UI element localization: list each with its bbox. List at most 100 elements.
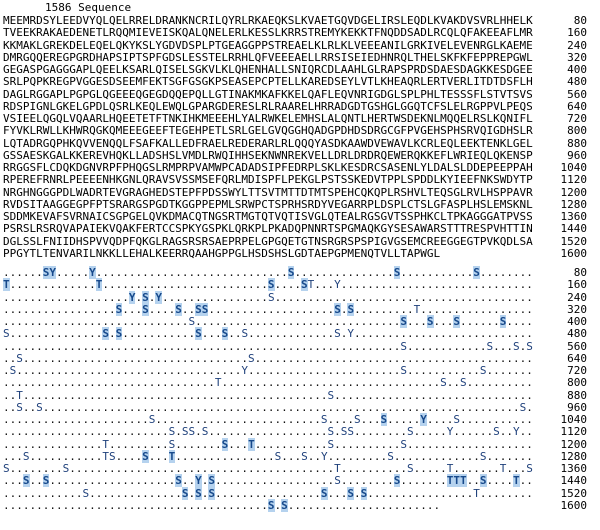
phospho-site[interactable]: S bbox=[320, 413, 328, 426]
phospho-site-highlighted[interactable]: S bbox=[175, 474, 182, 488]
phospho-site[interactable]: T bbox=[307, 278, 315, 292]
phospho-site[interactable]: S bbox=[486, 339, 494, 353]
phospho-site[interactable]: S bbox=[526, 462, 533, 475]
phospho-site-highlighted[interactable]: S bbox=[267, 498, 275, 512]
phospho-site-highlighted[interactable]: T bbox=[95, 278, 103, 292]
phospho-site-highlighted[interactable]: Y bbox=[89, 266, 96, 279]
phospho-site[interactable]: S bbox=[241, 327, 249, 341]
phospho-site-highlighted[interactable]: T bbox=[446, 474, 454, 488]
phospho-site-highlighted[interactable]: S bbox=[208, 486, 215, 500]
phospho-site-highlighted[interactable]: S bbox=[453, 315, 460, 328]
phospho-site[interactable]: S bbox=[248, 351, 255, 365]
phospho-site-highlighted[interactable]: T bbox=[168, 449, 176, 463]
phospho-site-highlighted[interactable]: Y bbox=[195, 474, 202, 488]
phospho-site[interactable]: S bbox=[62, 462, 70, 475]
phospho-site-highlighted[interactable]: S bbox=[499, 315, 507, 328]
phospho-site[interactable]: S bbox=[387, 449, 394, 463]
phospho-site-highlighted[interactable]: S bbox=[221, 327, 229, 341]
phospho-site[interactable]: S bbox=[347, 425, 355, 439]
phospho-site[interactable]: S bbox=[181, 425, 189, 439]
phospho-site[interactable]: T bbox=[102, 437, 109, 451]
phospho-site-highlighted[interactable]: S bbox=[479, 474, 487, 488]
phospho-site-highlighted[interactable]: S bbox=[360, 486, 368, 500]
phospho-site-highlighted[interactable]: Y bbox=[155, 290, 162, 304]
phospho-site[interactable]: S bbox=[400, 437, 408, 451]
phospho-site[interactable]: T bbox=[446, 462, 454, 475]
phospho-site-highlighted[interactable]: S bbox=[195, 327, 202, 341]
phospho-site-highlighted[interactable]: T bbox=[248, 437, 255, 451]
phospho-site[interactable]: S bbox=[453, 413, 461, 426]
phospho-site[interactable]: S bbox=[407, 462, 414, 475]
phospho-site-highlighted[interactable]: S bbox=[142, 290, 149, 304]
phospho-site[interactable]: S bbox=[16, 351, 23, 365]
phospho-site-highlighted[interactable]: S bbox=[142, 302, 149, 316]
phospho-site[interactable]: S bbox=[400, 364, 407, 377]
phospho-site[interactable]: S bbox=[519, 400, 527, 414]
phospho-site[interactable]: S bbox=[512, 339, 520, 353]
phospho-site[interactable]: S bbox=[301, 449, 308, 463]
phospho-site[interactable]: S bbox=[108, 449, 116, 463]
phospho-site-highlighted[interactable]: S bbox=[102, 327, 109, 341]
phospho-site[interactable]: S bbox=[459, 376, 467, 390]
phospho-site-highlighted[interactable]: Y bbox=[420, 413, 427, 426]
phospho-site[interactable]: S bbox=[327, 388, 335, 402]
phospho-site[interactable]: T bbox=[473, 486, 480, 500]
phospho-site[interactable]: T bbox=[16, 388, 23, 402]
phospho-site[interactable]: S bbox=[36, 400, 43, 414]
phospho-site-highlighted[interactable]: Y bbox=[49, 266, 56, 279]
phospho-site-highlighted[interactable]: S bbox=[115, 302, 123, 316]
phospho-site-highlighted[interactable]: S bbox=[115, 327, 123, 341]
phospho-site[interactable]: T bbox=[214, 376, 222, 390]
phospho-site[interactable]: S bbox=[407, 425, 414, 439]
phospho-site[interactable]: T bbox=[499, 462, 507, 475]
phospho-site-highlighted[interactable]: S bbox=[287, 266, 295, 279]
phospho-site[interactable]: S bbox=[334, 474, 341, 488]
phospho-site-highlighted[interactable]: T bbox=[513, 474, 520, 488]
phospho-site[interactable]: S bbox=[168, 437, 176, 451]
phospho-site[interactable]: S bbox=[440, 376, 447, 390]
phospho-site-highlighted[interactable]: S bbox=[393, 266, 401, 279]
phospho-site[interactable]: S bbox=[168, 425, 176, 439]
phospho-site[interactable]: T bbox=[334, 462, 341, 475]
phospho-site[interactable]: S bbox=[201, 425, 209, 439]
phospho-site-highlighted[interactable]: S bbox=[347, 302, 355, 316]
phospho-site[interactable]: Y bbox=[347, 327, 355, 341]
phospho-site[interactable]: T bbox=[102, 449, 109, 463]
phospho-site[interactable]: S bbox=[274, 449, 282, 463]
phospho-site-highlighted[interactable]: S bbox=[334, 302, 341, 316]
phospho-site[interactable]: S bbox=[327, 437, 335, 451]
phospho-site[interactable]: T bbox=[413, 302, 421, 316]
phospho-site-highlighted[interactable]: S bbox=[400, 315, 407, 328]
phospho-site-highlighted[interactable]: S bbox=[393, 474, 401, 488]
phospho-site[interactable]: S bbox=[354, 413, 361, 426]
phospho-site-highlighted[interactable]: S bbox=[208, 474, 215, 488]
phospho-site[interactable]: S bbox=[493, 425, 500, 439]
phospho-site[interactable]: Y bbox=[513, 425, 520, 439]
phospho-site[interactable]: Y bbox=[320, 449, 328, 463]
phospho-site[interactable]: S bbox=[148, 413, 156, 426]
phospho-site[interactable]: S bbox=[82, 486, 90, 500]
phospho-site-highlighted[interactable]: S bbox=[201, 302, 209, 316]
phospho-site-highlighted[interactable]: S bbox=[42, 266, 50, 279]
phospho-site[interactable]: Y bbox=[241, 364, 249, 377]
phospho-site-highlighted[interactable]: S bbox=[175, 302, 182, 316]
phospho-site-highlighted[interactable]: T bbox=[453, 474, 461, 488]
phospho-site-highlighted[interactable]: S bbox=[267, 278, 275, 292]
phospho-site-highlighted[interactable]: S bbox=[181, 486, 189, 500]
phospho-site[interactable]: S bbox=[479, 364, 487, 377]
phospho-site-highlighted[interactable]: S bbox=[347, 486, 355, 500]
phospho-site[interactable]: S bbox=[22, 449, 30, 463]
phospho-site-highlighted[interactable]: S bbox=[380, 413, 388, 426]
phospho-site[interactable]: S bbox=[340, 425, 348, 439]
phospho-site[interactable]: S bbox=[188, 425, 196, 439]
phospho-site-highlighted[interactable]: S bbox=[473, 266, 480, 279]
phospho-site[interactable]: S bbox=[400, 339, 407, 353]
phospho-site-highlighted[interactable]: S bbox=[221, 437, 229, 451]
phospho-site[interactable]: S bbox=[9, 364, 17, 377]
phospho-site[interactable]: S bbox=[327, 425, 335, 439]
phospho-site-highlighted[interactable]: S bbox=[320, 486, 328, 500]
phospho-site[interactable]: S bbox=[3, 327, 10, 341]
phospho-site-highlighted[interactable]: S bbox=[281, 498, 288, 512]
phospho-site[interactable]: S bbox=[267, 290, 275, 304]
phospho-site-highlighted[interactable]: T bbox=[460, 474, 467, 488]
